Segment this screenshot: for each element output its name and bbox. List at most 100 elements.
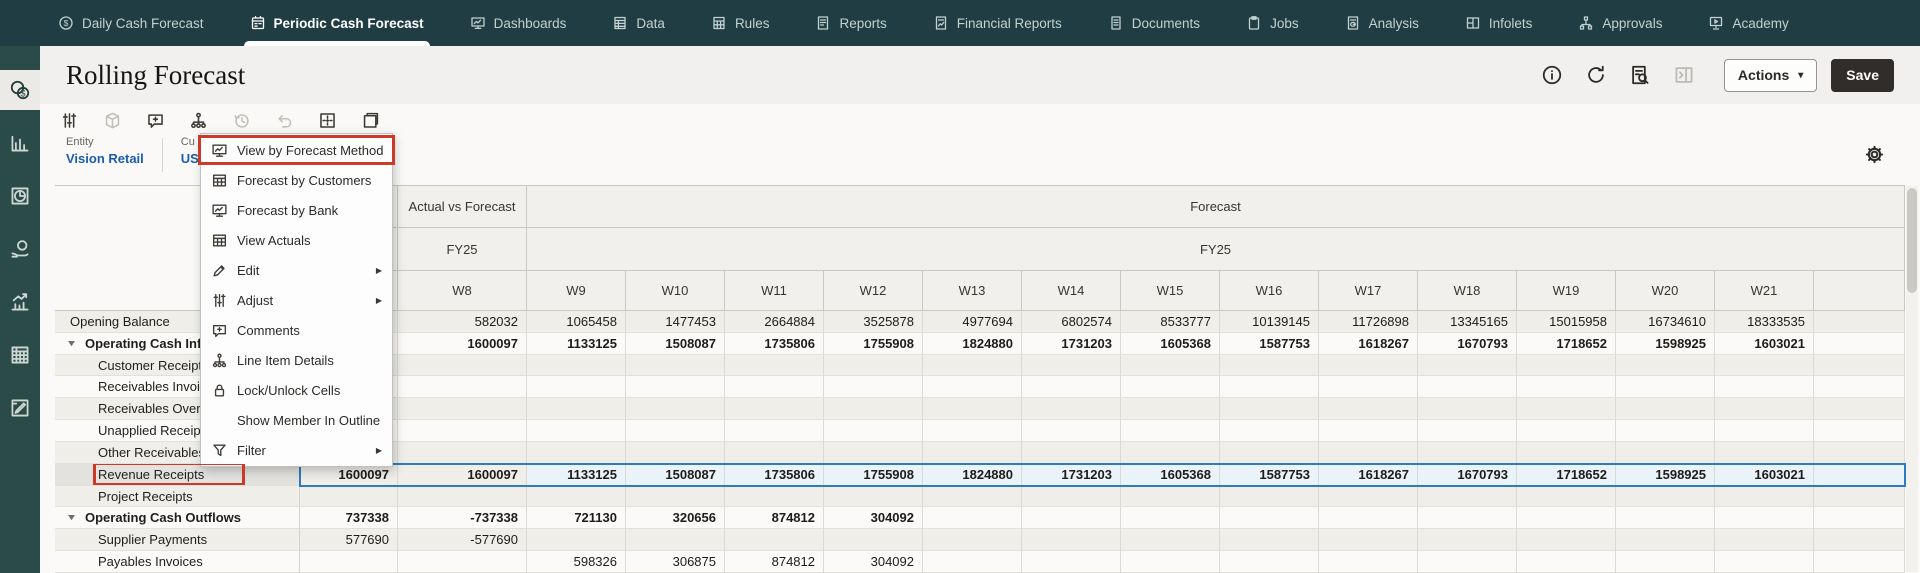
collapse-caret-icon[interactable]: [67, 339, 82, 348]
grid-cell-W20[interactable]: 1598925: [1616, 463, 1715, 486]
grid-cell-W8[interactable]: 1600097: [398, 332, 527, 355]
grid-cell-W19[interactable]: 15015958: [1517, 311, 1616, 333]
grid-cell-W16[interactable]: [1220, 529, 1319, 552]
grid-cell-W10[interactable]: 320656: [626, 507, 725, 530]
menu-item-filter[interactable]: Filter ▶: [201, 435, 392, 465]
grid-cell-W20[interactable]: 16734610: [1616, 311, 1715, 333]
grid-cell-W16[interactable]: [1220, 441, 1319, 464]
tab-financial-reports[interactable]: Financial Reports: [933, 0, 1062, 46]
grid-cell-W21[interactable]: [1715, 485, 1814, 508]
row-header-supplier-payments[interactable]: Supplier Payments: [55, 529, 300, 552]
grid-cell-W8[interactable]: -737338: [398, 507, 527, 530]
grid-cell-W11[interactable]: [725, 398, 824, 421]
grid-cell-W16[interactable]: [1220, 485, 1319, 508]
menu-item-view-by-forecast-method[interactable]: View by Forecast Method: [198, 135, 395, 165]
grid-cell-W13[interactable]: 4977694: [923, 311, 1022, 333]
grid-cell-hidden[interactable]: [300, 485, 398, 508]
grid-cell-W8[interactable]: [398, 551, 527, 573]
grid-cell-W17[interactable]: [1319, 529, 1418, 552]
grid-cell-end[interactable]: [1814, 376, 1905, 399]
grid-cell-W16[interactable]: [1220, 507, 1319, 530]
grid-cell-W8[interactable]: [398, 354, 527, 377]
grid-cell-W8[interactable]: [398, 485, 527, 508]
grid-cell-W11[interactable]: 874812: [725, 551, 824, 573]
row-header-operating-cash-outflows[interactable]: Operating Cash Outflows: [55, 507, 300, 530]
grid-cell-W21[interactable]: [1715, 551, 1814, 573]
gear-icon-button[interactable]: [1864, 144, 1888, 168]
grid-cell-W18[interactable]: [1418, 441, 1517, 464]
grid-cell-W14[interactable]: [1022, 507, 1121, 530]
info-button[interactable]: [1540, 63, 1564, 87]
toolbar-comment-add-button[interactable]: [142, 107, 168, 133]
grid-cell-W19[interactable]: [1517, 441, 1616, 464]
grid-cell-W9[interactable]: [527, 485, 626, 508]
grid-cell-W9[interactable]: 1065458: [527, 311, 626, 333]
column-header-w13[interactable]: W13: [923, 271, 1022, 311]
column-header-w20[interactable]: W20: [1616, 271, 1715, 311]
column-group-actual-vs-forecast[interactable]: Actual vs Forecast: [398, 185, 527, 228]
column-header-w11[interactable]: W11: [725, 271, 824, 311]
tab-rules[interactable]: Rules: [711, 0, 769, 46]
grid-cell-W14[interactable]: [1022, 354, 1121, 377]
tab-infolets[interactable]: Infolets: [1465, 0, 1532, 46]
grid-cell-W9[interactable]: [527, 354, 626, 377]
grid-cell-W18[interactable]: 1670793: [1418, 332, 1517, 355]
grid-cell-W12[interactable]: 1755908: [824, 332, 923, 355]
grid-cell-W20[interactable]: [1616, 376, 1715, 399]
grid-cell-W20[interactable]: [1616, 485, 1715, 508]
tab-approvals[interactable]: Approvals: [1578, 0, 1662, 46]
grid-cell-W10[interactable]: [626, 354, 725, 377]
grid-cell-W15[interactable]: [1121, 441, 1220, 464]
grid-cell-W21[interactable]: 1603021: [1715, 332, 1814, 355]
grid-cell-W21[interactable]: [1715, 441, 1814, 464]
grid-cell-hidden[interactable]: [300, 551, 398, 573]
grid-cell-W12[interactable]: [824, 398, 923, 421]
grid-cell-W19[interactable]: [1517, 485, 1616, 508]
grid-cell-end[interactable]: [1814, 507, 1905, 530]
grid-cell-W15[interactable]: [1121, 398, 1220, 421]
grid-cell-W16[interactable]: 1587753: [1220, 332, 1319, 355]
column-group-forecast-period[interactable]: FY25: [527, 228, 1905, 271]
grid-cell-W9[interactable]: [527, 376, 626, 399]
pov-currency-value[interactable]: US: [180, 151, 199, 166]
grid-cell-W11[interactable]: 1735806: [725, 332, 824, 355]
column-header-w19[interactable]: W19: [1517, 271, 1616, 311]
grid-cell-W9[interactable]: [527, 529, 626, 552]
grid-cell-W15[interactable]: [1121, 354, 1220, 377]
grid-cell-W18[interactable]: [1418, 529, 1517, 552]
refresh-button[interactable]: [1584, 63, 1608, 87]
grid-cell-W9[interactable]: 1133125: [527, 332, 626, 355]
column-group-forecast[interactable]: Forecast: [527, 185, 1905, 228]
grid-cell-W20[interactable]: [1616, 398, 1715, 421]
menu-item-lock-unlock-cells[interactable]: Lock/Unlock Cells: [201, 375, 392, 405]
grid-cell-W19[interactable]: [1517, 551, 1616, 573]
grid-cell-W18[interactable]: 13345165: [1418, 311, 1517, 333]
tab-dashboards[interactable]: Dashboards: [470, 0, 566, 46]
grid-cell-W8[interactable]: 582032: [398, 311, 527, 333]
grid-cell-hidden[interactable]: 737338: [300, 507, 398, 530]
grid-cell-W10[interactable]: 1477453: [626, 311, 725, 333]
grid-cell-W19[interactable]: [1517, 507, 1616, 530]
grid-cell-W12[interactable]: 1755908: [824, 463, 923, 486]
grid-cell-W9[interactable]: 598326: [527, 551, 626, 573]
toolbar-adjust-button[interactable]: [56, 107, 82, 133]
grid-cell-W17[interactable]: [1319, 376, 1418, 399]
column-header-w9[interactable]: W9: [527, 271, 626, 311]
grid-cell-end[interactable]: [1814, 485, 1905, 508]
grid-cell-W10[interactable]: [626, 485, 725, 508]
grid-cell-W8[interactable]: [398, 398, 527, 421]
grid-cell-W15[interactable]: 1605368: [1121, 332, 1220, 355]
grid-cell-W12[interactable]: [824, 485, 923, 508]
grid-cell-W11[interactable]: [725, 376, 824, 399]
grid-cell-W18[interactable]: [1418, 376, 1517, 399]
pov-currency[interactable]: Cu US: [181, 136, 203, 166]
grid-cell-W18[interactable]: [1418, 507, 1517, 530]
column-header-w14[interactable]: W14: [1022, 271, 1121, 311]
menu-item-forecast-by-bank[interactable]: Forecast by Bank: [201, 195, 392, 225]
toolbar-hierarchy-button[interactable]: [185, 107, 211, 133]
tab-reports[interactable]: Reports: [815, 0, 887, 46]
sidebar-item-trend-chart[interactable]: [0, 282, 40, 322]
grid-cell-W14[interactable]: [1022, 441, 1121, 464]
grid-cell-W15[interactable]: [1121, 485, 1220, 508]
tab-jobs[interactable]: Jobs: [1246, 0, 1299, 46]
